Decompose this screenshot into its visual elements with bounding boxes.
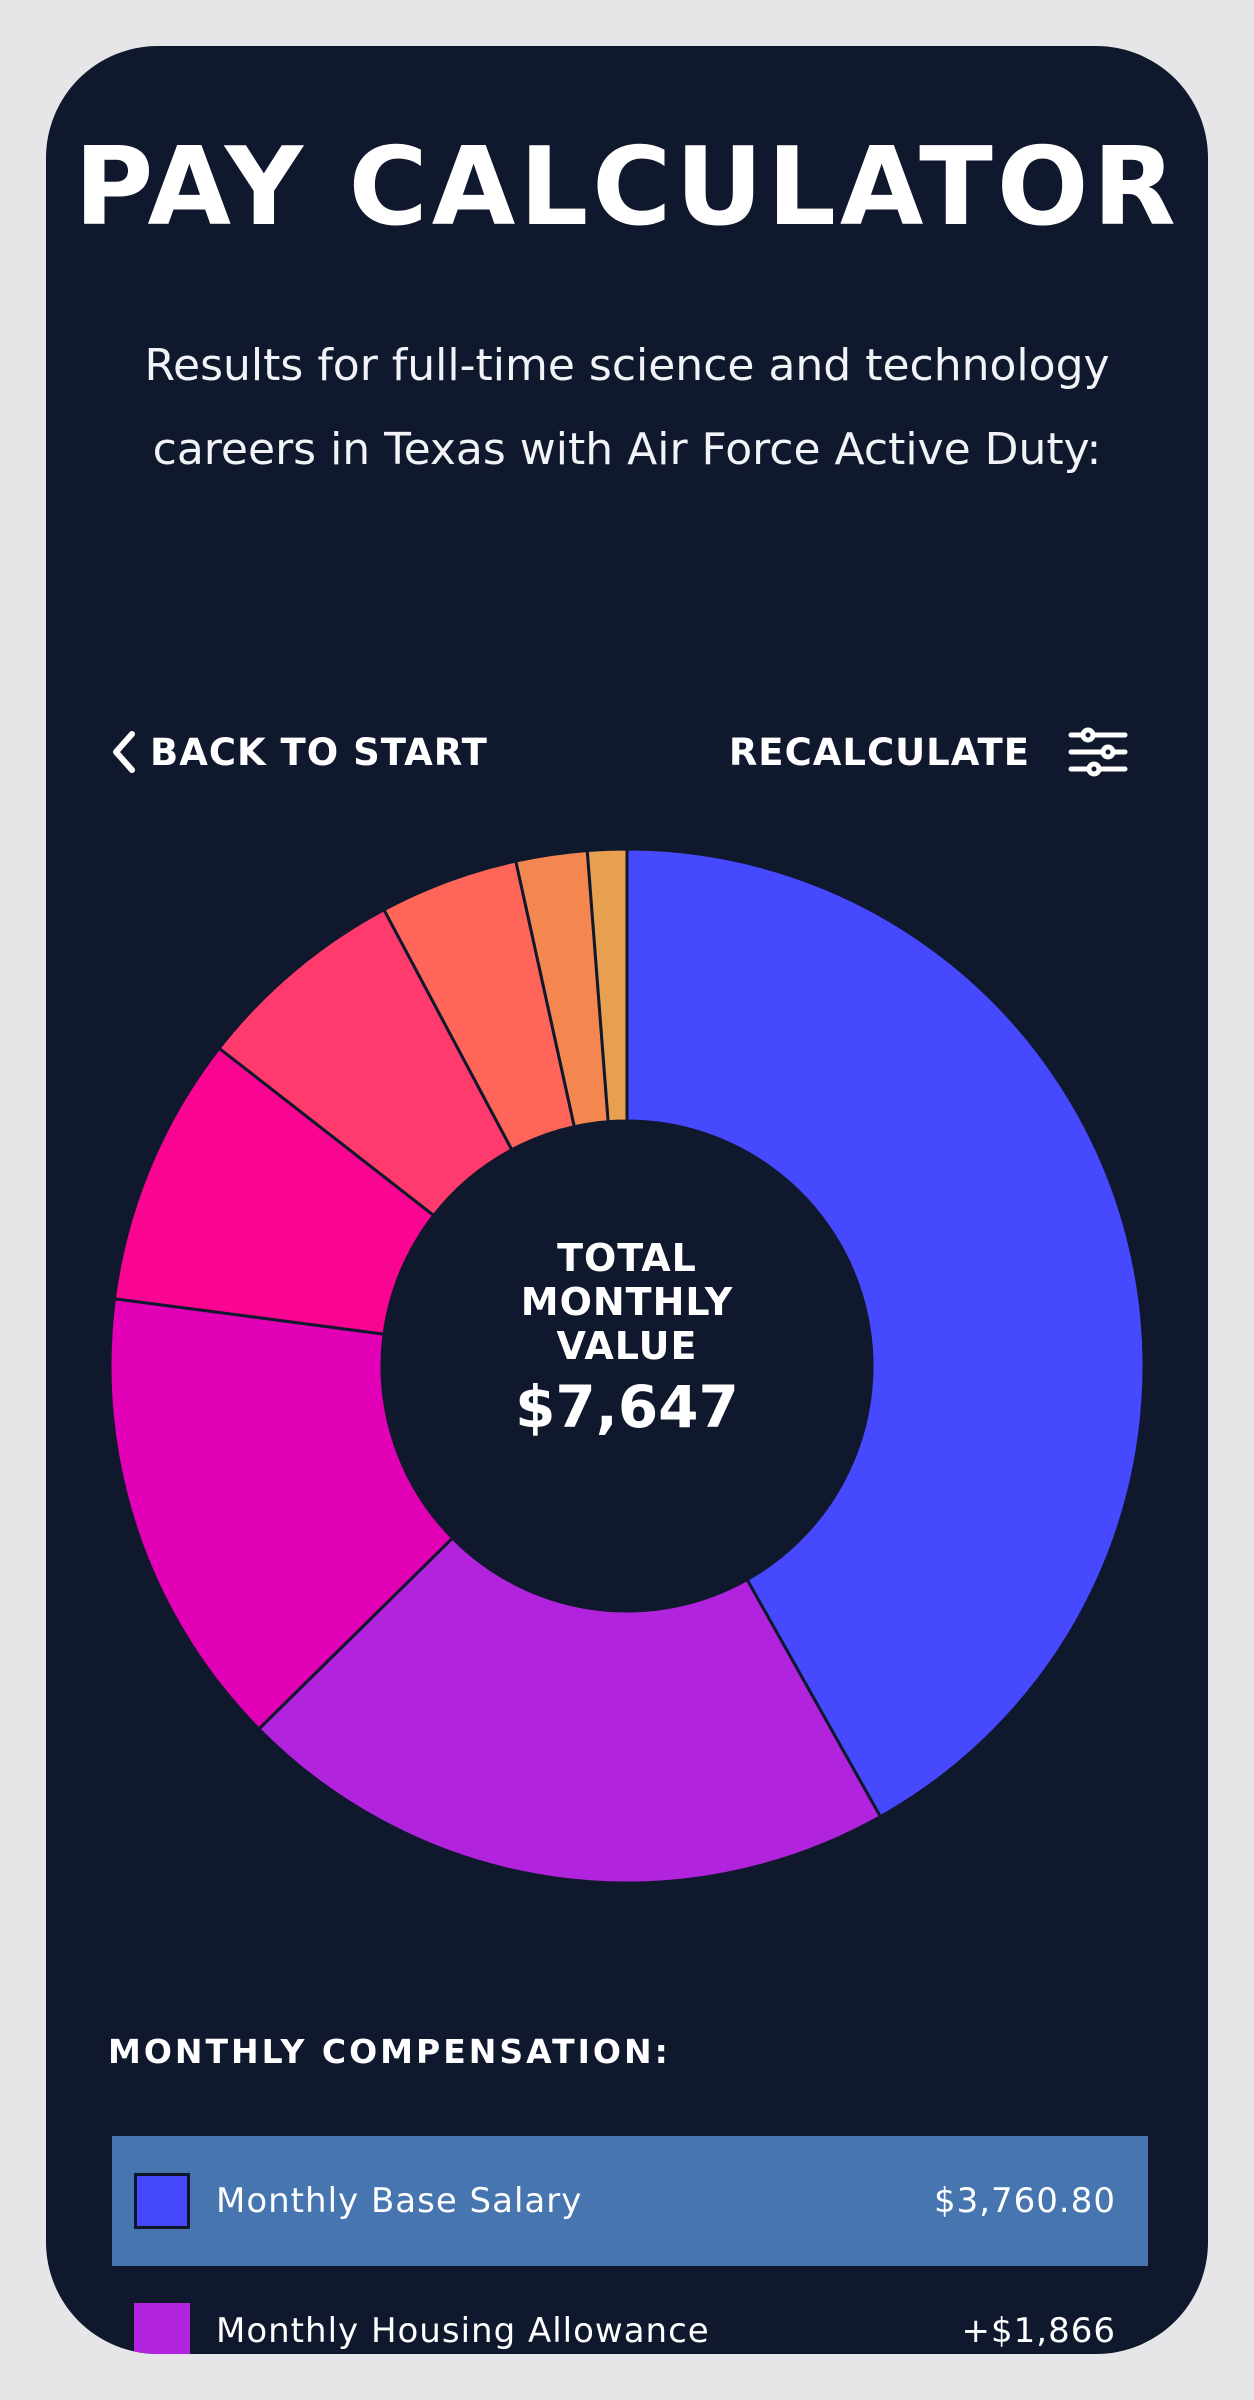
color-swatch (134, 2303, 190, 2354)
page-title: PAY CALCULATOR (74, 125, 1180, 250)
compensation-list: Monthly Base Salary $3,760.80 Monthly Ho… (112, 2136, 1148, 2354)
app-screen: PAY CALCULATOR Results for full-time sci… (46, 46, 1208, 2354)
compensation-label: Monthly Base Salary (216, 2181, 583, 2221)
back-to-start-label: BACK TO START (150, 730, 488, 774)
back-to-start-button[interactable]: BACK TO START (108, 722, 488, 782)
sliders-icon (1068, 727, 1128, 777)
compensation-label: Monthly Housing Allowance (216, 2311, 710, 2351)
pie-slice-8[interactable] (585, 847, 629, 1124)
pie-slice-1[interactable] (625, 847, 1146, 1819)
chevron-left-icon (113, 731, 135, 773)
donut-svg (108, 847, 1146, 1885)
monthly-compensation-heading: MONTHLY COMPENSATION: (108, 2032, 671, 2071)
results-description: Results for full-time science and techno… (144, 340, 1110, 475)
compensation-value: +$1,866 (961, 2311, 1116, 2351)
list-item[interactable]: Monthly Base Salary $3,760.80 (112, 2136, 1148, 2266)
pie-slice-3[interactable] (108, 1297, 455, 1732)
compensation-value: $3,760.80 (933, 2181, 1116, 2221)
compensation-donut-chart: TOTAL MONTHLY VALUE $7,647 (46, 46, 1208, 2354)
recalculate-button[interactable]: RECALCULATE (729, 722, 1128, 782)
list-item[interactable]: Monthly Housing Allowance +$1,866 (112, 2266, 1148, 2354)
recalculate-label: RECALCULATE (728, 730, 1030, 774)
color-swatch (134, 2173, 190, 2229)
pie-slice-2[interactable] (256, 1535, 883, 1885)
pie-slice-4[interactable] (112, 1046, 436, 1336)
